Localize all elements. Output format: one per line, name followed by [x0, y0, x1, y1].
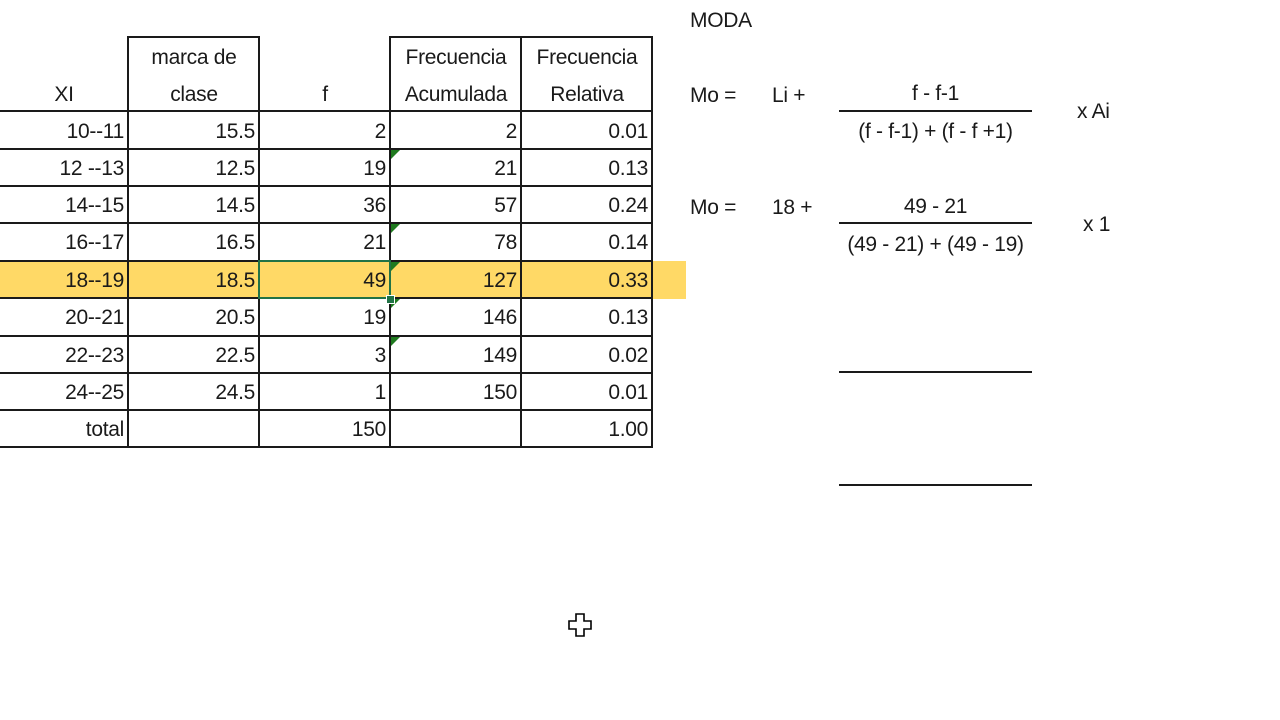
general-fraction-bar: [839, 110, 1032, 112]
cell-marca[interactable]: 18.5: [215, 269, 255, 292]
cell-acum[interactable]: 21: [494, 157, 517, 180]
grid-line: [0, 372, 653, 374]
cell-marca[interactable]: 14.5: [215, 194, 255, 217]
cell-xi[interactable]: 20--21: [65, 306, 124, 329]
applied-fraction-bar: [839, 222, 1032, 224]
header-rel-line1[interactable]: Frecuencia: [536, 46, 638, 69]
cell-rel[interactable]: 0.01: [608, 120, 648, 143]
error-indicator-icon[interactable]: [391, 337, 400, 346]
cell-acum[interactable]: 150: [482, 381, 517, 404]
grid-line: [651, 36, 653, 448]
cell-xi[interactable]: 16--17: [65, 231, 124, 254]
applied-term[interactable]: 18 +: [772, 196, 813, 219]
cell-rel[interactable]: 0.14: [608, 231, 648, 254]
header-rel-line2[interactable]: Relativa: [550, 83, 624, 106]
formula-title[interactable]: MODA: [690, 9, 752, 32]
cell-f[interactable]: 21: [363, 231, 386, 254]
cell-acum[interactable]: 146: [482, 306, 517, 329]
cell-xi[interactable]: 22--23: [65, 344, 124, 367]
applied-lhs[interactable]: Mo =: [690, 196, 737, 219]
fill-handle[interactable]: [386, 295, 395, 304]
general-denominator[interactable]: (f - f-1) + (f - f +1): [858, 120, 1013, 143]
grid-line: [0, 110, 653, 112]
cell-acum[interactable]: 57: [494, 194, 517, 217]
applied-multiplier[interactable]: x 1: [1083, 213, 1111, 236]
cell-f[interactable]: 2: [374, 120, 387, 143]
cell-marca[interactable]: 16.5: [215, 231, 255, 254]
empty-fraction-bar: [839, 371, 1032, 373]
cell-acum[interactable]: 149: [482, 344, 517, 367]
cell-marca[interactable]: 15.5: [215, 120, 255, 143]
cell-xi[interactable]: 18--19: [65, 269, 124, 292]
cell-f-selected[interactable]: 49: [363, 269, 386, 292]
cell-acum[interactable]: 78: [494, 231, 517, 254]
cell-marca[interactable]: 22.5: [215, 344, 255, 367]
general-lhs[interactable]: Mo =: [690, 84, 737, 107]
cell-marca[interactable]: 12.5: [215, 157, 255, 180]
cell-xi[interactable]: 10--11: [66, 120, 125, 143]
cell-f[interactable]: 3: [374, 344, 387, 367]
highlighted-row-background: [0, 261, 686, 299]
header-f[interactable]: f: [322, 83, 328, 106]
cell-total-rel[interactable]: 1.00: [608, 418, 648, 441]
cell-rel[interactable]: 0.01: [608, 381, 648, 404]
active-cell-selection[interactable]: [258, 260, 391, 299]
cell-rel[interactable]: 0.13: [608, 306, 648, 329]
plus-cross-cursor-icon: [568, 613, 592, 637]
header-xi[interactable]: XI: [54, 83, 74, 106]
cell-marca[interactable]: 24.5: [215, 381, 255, 404]
cell-acum[interactable]: 2: [505, 120, 518, 143]
grid-line: [389, 36, 391, 448]
cell-rel[interactable]: 0.02: [608, 344, 648, 367]
grid-line: [0, 185, 653, 187]
general-numerator[interactable]: f - f-1: [912, 82, 959, 105]
grid-line: [0, 446, 653, 448]
cell-marca[interactable]: 20.5: [215, 306, 255, 329]
cell-rel[interactable]: 0.33: [608, 269, 648, 292]
grid-line: [0, 409, 653, 411]
cell-xi[interactable]: 12 --13: [59, 157, 125, 180]
error-indicator-icon[interactable]: [391, 150, 400, 159]
general-multiplier[interactable]: x Ai: [1077, 100, 1110, 123]
header-acum-line1[interactable]: Frecuencia: [405, 46, 507, 69]
error-indicator-icon[interactable]: [391, 262, 400, 271]
grid-line: [0, 222, 653, 224]
cell-rel[interactable]: 0.24: [608, 194, 648, 217]
grid-line: [127, 36, 129, 448]
grid-line: [128, 36, 260, 38]
cell-f[interactable]: 19: [363, 157, 386, 180]
grid-line: [258, 36, 260, 448]
empty-fraction-bar: [839, 484, 1032, 486]
cell-f[interactable]: 1: [374, 381, 387, 404]
applied-denominator[interactable]: (49 - 21) + (49 - 19): [847, 233, 1024, 256]
applied-numerator[interactable]: 49 - 21: [903, 195, 968, 218]
header-marca-line1[interactable]: marca de: [151, 46, 237, 69]
error-indicator-icon[interactable]: [391, 299, 400, 308]
cell-xi[interactable]: 24--25: [65, 381, 124, 404]
header-marca-line2[interactable]: clase: [170, 83, 218, 106]
cell-total-label[interactable]: total: [85, 418, 125, 441]
cell-f[interactable]: 36: [363, 194, 386, 217]
cell-rel[interactable]: 0.13: [608, 157, 648, 180]
cell-xi[interactable]: 14--15: [65, 194, 124, 217]
cell-acum[interactable]: 127: [482, 269, 517, 292]
cell-f[interactable]: 19: [363, 306, 386, 329]
error-indicator-icon[interactable]: [391, 224, 400, 233]
header-acum-line2[interactable]: Acumulada: [404, 83, 508, 106]
grid-line: [520, 36, 522, 448]
grid-line: [0, 148, 653, 150]
general-term[interactable]: Li +: [772, 84, 806, 107]
grid-line: [0, 335, 653, 337]
cell-total-f[interactable]: 150: [351, 418, 386, 441]
